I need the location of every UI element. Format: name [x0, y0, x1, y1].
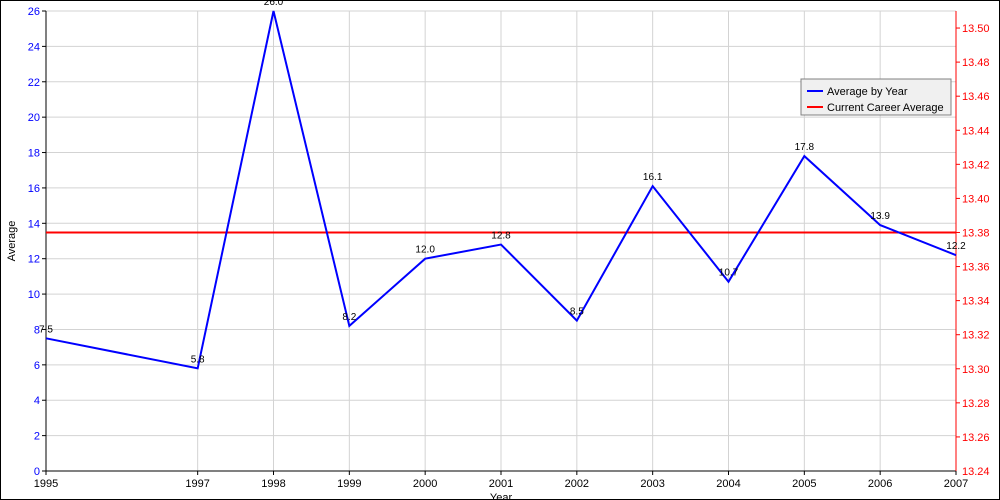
- x-tick-label: 1998: [261, 478, 285, 490]
- y-right-tick-label: 13.46: [962, 91, 990, 103]
- data-point-label: 8.2: [342, 312, 356, 323]
- x-tick-label: 1997: [185, 478, 209, 490]
- y-left-tick-label: 2: [34, 431, 40, 443]
- y-right-tick-label: 13.36: [962, 262, 990, 274]
- x-tick-label: 1995: [34, 478, 58, 490]
- x-tick-label: 2004: [716, 478, 740, 490]
- y-left-axis-title: Average: [6, 221, 18, 262]
- y-right-tick-label: 13.38: [962, 227, 990, 239]
- line-chart: 1995199719981999200020012002200320042005…: [1, 1, 999, 499]
- x-tick-label: 2001: [489, 478, 513, 490]
- data-point-label: 12.0: [415, 245, 435, 256]
- y-left-tick-label: 14: [28, 218, 40, 230]
- y-right-tick-label: 13.50: [962, 23, 990, 35]
- x-tick-label: 1999: [337, 478, 361, 490]
- y-right-tick-label: 13.30: [962, 364, 990, 376]
- data-point-label: 26.0: [264, 1, 284, 8]
- x-tick-label: 2007: [944, 478, 968, 490]
- data-point-label: 17.8: [795, 142, 815, 153]
- y-left-tick-label: 24: [28, 41, 40, 53]
- y-right-tick-label: 13.28: [962, 398, 990, 410]
- chart-container: 1995199719981999200020012002200320042005…: [0, 0, 1000, 500]
- x-tick-label: 2005: [792, 478, 816, 490]
- y-left-tick-label: 10: [28, 289, 40, 301]
- legend-label: Average by Year: [827, 86, 908, 98]
- data-point-label: 16.1: [643, 172, 663, 183]
- y-left-tick-label: 4: [34, 395, 40, 407]
- y-left-tick-label: 12: [28, 254, 40, 266]
- data-point-label: 7.5: [39, 324, 53, 335]
- y-right-tick-label: 13.40: [962, 193, 990, 205]
- data-point-label: 5.8: [191, 354, 205, 365]
- data-point-label: 13.9: [870, 211, 890, 222]
- x-tick-label: 2002: [565, 478, 589, 490]
- y-right-tick-label: 13.26: [962, 432, 990, 444]
- y-right-tick-label: 13.44: [962, 125, 990, 137]
- x-tick-label: 2000: [413, 478, 437, 490]
- y-right-tick-label: 13.48: [962, 57, 990, 69]
- y-left-tick-label: 0: [34, 466, 40, 478]
- y-left-tick-label: 26: [28, 6, 40, 18]
- x-tick-label: 2003: [640, 478, 664, 490]
- y-right-tick-label: 13.32: [962, 330, 990, 342]
- x-axis-title: Year: [490, 492, 513, 499]
- y-left-tick-label: 22: [28, 77, 40, 89]
- y-left-tick-label: 16: [28, 183, 40, 195]
- y-right-tick-label: 13.24: [962, 466, 990, 478]
- y-left-tick-label: 20: [28, 112, 40, 124]
- data-point-label: 12.8: [491, 231, 511, 242]
- data-point-label: 10.7: [719, 268, 739, 279]
- y-right-tick-label: 13.34: [962, 296, 990, 308]
- data-point-label: 8.5: [570, 307, 584, 318]
- y-left-tick-label: 6: [34, 360, 40, 372]
- x-tick-label: 2006: [868, 478, 892, 490]
- y-left-tick-label: 18: [28, 148, 40, 160]
- data-point-label: 12.2: [946, 241, 966, 252]
- y-right-tick-label: 13.42: [962, 159, 990, 171]
- legend-label: Current Career Average: [827, 102, 944, 114]
